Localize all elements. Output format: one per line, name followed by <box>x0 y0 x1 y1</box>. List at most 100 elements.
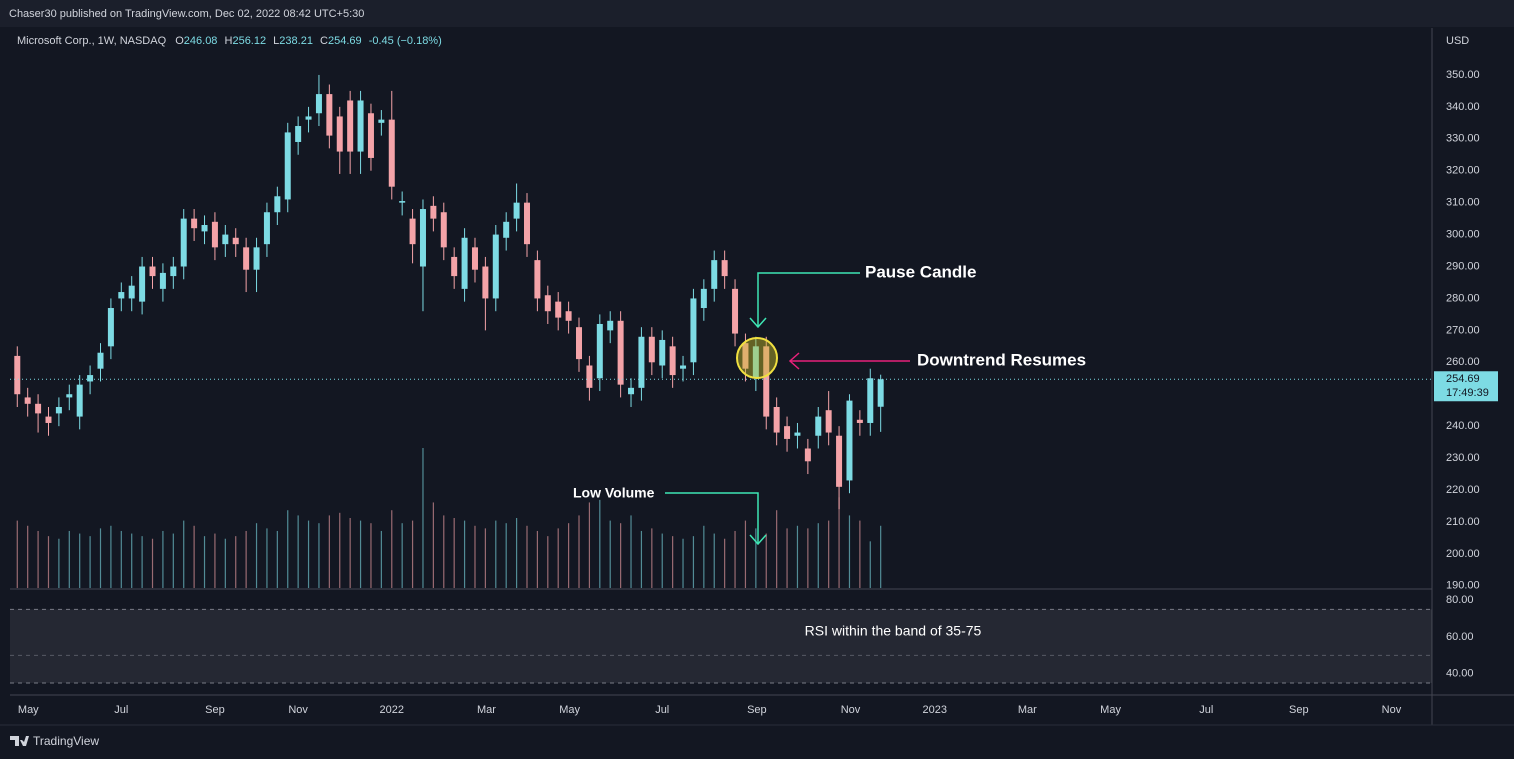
brand: TradingView <box>33 734 99 748</box>
volume-bar <box>526 525 528 588</box>
candle-body <box>222 234 229 245</box>
candle-body <box>211 221 218 248</box>
candle-body <box>451 256 458 277</box>
y-tick-label: 350.00 <box>1446 69 1480 81</box>
annotation: Downtrend Resumes <box>917 350 1086 369</box>
y-tick-label: 310.00 <box>1446 197 1480 209</box>
arrow <box>757 272 860 326</box>
volume-bar <box>453 518 455 588</box>
volume-bar <box>682 538 684 588</box>
legend-value: 256.12 <box>232 35 266 47</box>
y-tick-label: 240.00 <box>1446 420 1480 432</box>
annotation: Pause Candle <box>865 262 977 281</box>
x-tick-label: Jul <box>1199 704 1213 716</box>
candle-body <box>607 320 614 331</box>
volume-bar <box>110 525 112 588</box>
volume-bar <box>193 525 195 588</box>
annotation: Low Volume <box>573 485 655 501</box>
candle-body <box>586 365 593 388</box>
volume-bar <box>328 515 330 588</box>
volume-bar <box>27 525 29 588</box>
arrowhead <box>788 352 800 370</box>
volume-bar <box>318 523 320 588</box>
candle-body <box>513 202 520 219</box>
candle-body <box>555 301 562 318</box>
candle-body <box>544 295 551 312</box>
volume-bar <box>151 538 154 588</box>
volume-bar <box>547 536 549 588</box>
y-tick-label: 280.00 <box>1446 292 1480 304</box>
header-bar <box>0 0 1514 27</box>
candle-body <box>274 196 281 213</box>
x-tick-label: Mar <box>477 704 496 716</box>
volume-bar <box>58 538 60 588</box>
y-tick-label: 200.00 <box>1446 548 1480 560</box>
volume-bar <box>869 541 871 588</box>
candle-body <box>523 202 530 245</box>
volume-bar <box>515 518 518 588</box>
volume-bar <box>796 525 799 588</box>
change: -0.45 (−0.18%) <box>369 35 442 47</box>
candle-body <box>232 237 239 245</box>
y-tick-label: 230.00 <box>1446 452 1480 464</box>
volume-bar <box>162 530 164 588</box>
volume-bar <box>203 536 206 588</box>
candle-body <box>159 272 166 289</box>
x-tick-label: May <box>1100 704 1121 716</box>
volume-bar <box>557 528 559 588</box>
volume-bar <box>235 536 237 588</box>
candle-body <box>836 435 843 487</box>
legend-key: H <box>225 35 233 47</box>
volume-bar <box>536 530 538 588</box>
candle-body <box>55 407 62 414</box>
volume-bar <box>422 448 424 588</box>
volume-bar <box>880 525 882 588</box>
volume-bar <box>432 502 434 588</box>
candle-body <box>763 346 770 417</box>
volume-bar <box>99 528 102 588</box>
x-tick-label: Mar <box>1018 704 1037 716</box>
volume-bar <box>141 536 143 588</box>
volume-bar <box>47 536 50 588</box>
y-tick-label: 210.00 <box>1446 516 1480 528</box>
candle-body <box>315 94 322 114</box>
volume-bar <box>79 533 81 588</box>
candle-body <box>409 218 416 245</box>
x-tick-label: Jul <box>655 704 669 716</box>
candle-body <box>263 212 270 245</box>
y-tick-label: 340.00 <box>1446 101 1480 113</box>
volume-bar <box>692 536 695 588</box>
candle-body <box>617 320 624 385</box>
candle-body <box>76 384 83 417</box>
currency: USD <box>1446 35 1469 47</box>
x-tick-label: Nov <box>288 704 308 716</box>
candle-body <box>295 126 302 142</box>
legend-value: 254.69 <box>328 35 362 47</box>
volume-bar <box>848 515 851 588</box>
candle-body <box>201 225 208 232</box>
volume-bar <box>463 520 466 588</box>
volume-bar <box>89 536 91 588</box>
candle-body <box>846 400 853 481</box>
volume-bar <box>724 538 726 588</box>
candle-body <box>180 218 187 267</box>
x-tick-label: Sep <box>205 704 225 716</box>
candle-body <box>388 119 395 187</box>
y-tick-label: 260.00 <box>1446 356 1480 368</box>
volume-bar <box>349 518 351 588</box>
candle-body <box>35 403 42 414</box>
volume-bar <box>765 533 767 588</box>
legend-value: 238.21 <box>279 35 313 47</box>
candle-body <box>721 260 728 277</box>
candle-body <box>170 266 177 277</box>
rsi-band <box>10 609 1432 684</box>
arrowhead <box>749 317 767 329</box>
candle-body <box>700 288 707 309</box>
volume-bar <box>807 528 809 588</box>
y-tick-label: 190.00 <box>1446 580 1480 592</box>
volume-bar <box>744 520 747 588</box>
volume-bar <box>599 499 601 588</box>
volume-bar <box>411 520 414 588</box>
x-tick-label: Nov <box>841 704 861 716</box>
